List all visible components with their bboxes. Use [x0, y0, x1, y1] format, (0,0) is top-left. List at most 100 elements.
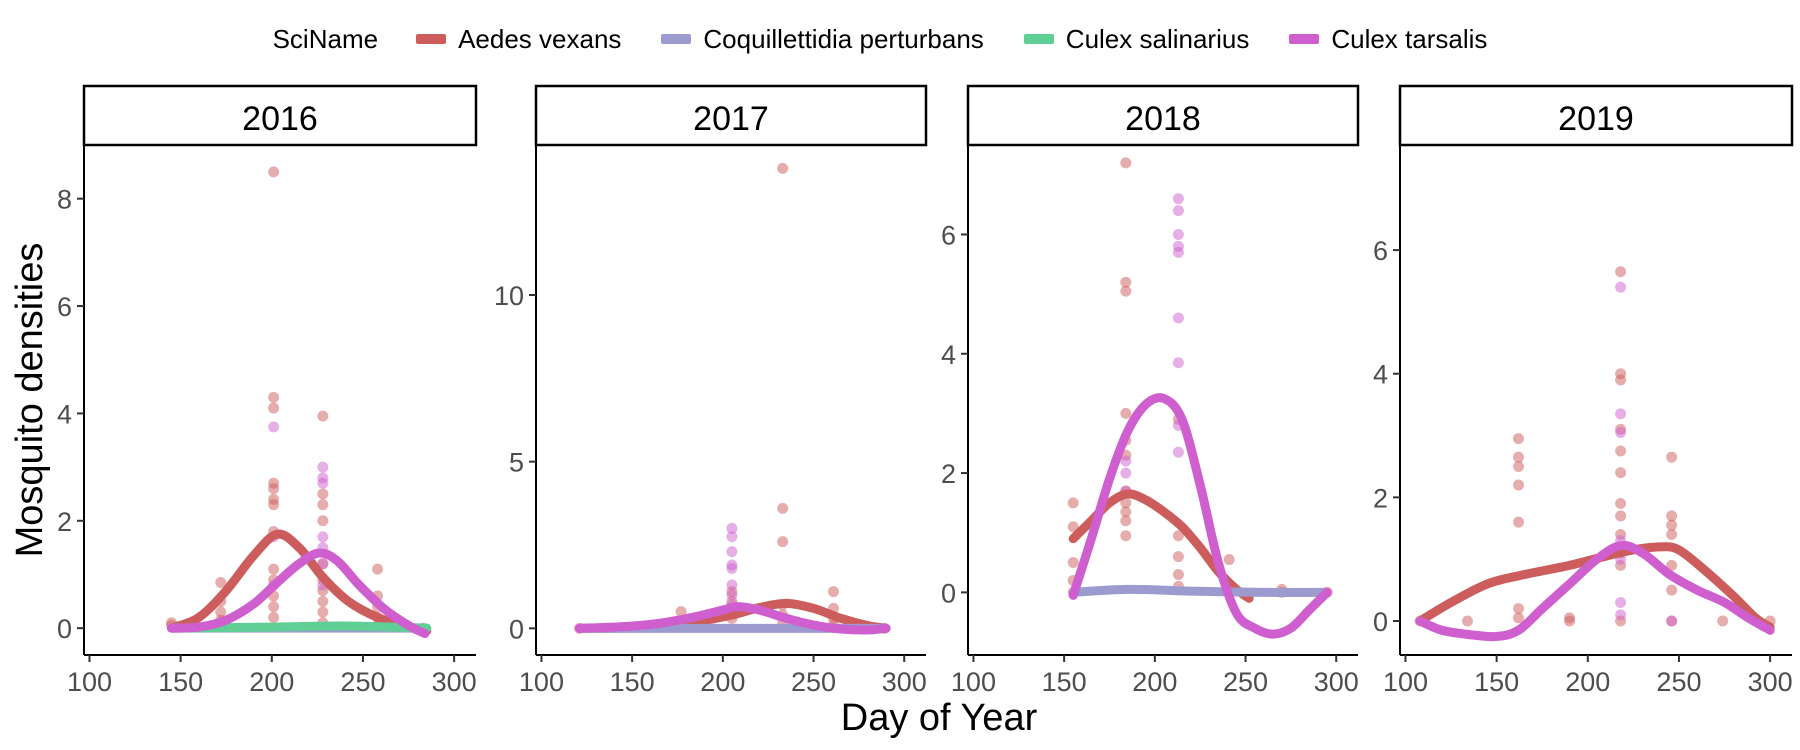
data-point-aedes-vexans	[1615, 266, 1627, 278]
data-point-aedes-vexans	[317, 515, 329, 527]
data-point-aedes-vexans	[1615, 498, 1627, 510]
data-point-aedes-vexans	[1067, 557, 1079, 569]
data-point-aedes-vexans	[1120, 407, 1132, 419]
y-tick-label: 0	[509, 614, 524, 644]
smooth-line-culex-tarsalis	[1068, 393, 1332, 639]
y-tick-label: 5	[509, 448, 524, 478]
data-point-aedes-vexans	[777, 536, 789, 548]
data-point-aedes-vexans	[268, 499, 280, 511]
data-point-aedes-vexans	[1513, 451, 1525, 463]
facet-strip	[82, 84, 478, 147]
legend-label: Aedes vexans	[458, 23, 622, 54]
x-tick-label: 300	[432, 667, 477, 697]
legend-title: SciName	[272, 23, 379, 54]
x-tick-label: 300	[882, 667, 927, 697]
legend-key-coquillettidia-perturbans	[661, 34, 692, 44]
x-tick-label: 150	[610, 667, 655, 697]
facet-strip-label: 2017	[693, 100, 769, 138]
data-point-aedes-vexans	[777, 162, 789, 174]
data-point-aedes-vexans	[268, 483, 280, 495]
x-tick-label: 150	[1042, 667, 1087, 697]
data-point-aedes-vexans	[1513, 603, 1525, 615]
facet-panel-2019: 2019 100 150 200 250 300 0 2 4 6	[1373, 84, 1794, 697]
data-point-aedes-vexans	[1172, 530, 1184, 542]
data-point-aedes-vexans	[268, 391, 280, 403]
data-point-aedes-vexans	[268, 166, 280, 178]
data-point-aedes-vexans	[317, 488, 329, 500]
data-point-culex-tarsalis	[1666, 615, 1678, 627]
data-point-aedes-vexans	[1067, 497, 1079, 509]
legend-label: Coquillettidia perturbans	[703, 23, 984, 54]
y-tick-label: 2	[1373, 483, 1388, 513]
data-point-aedes-vexans	[1615, 467, 1627, 479]
facet-strip-label: 2018	[1125, 100, 1201, 138]
data-point-culex-tarsalis	[1615, 426, 1627, 438]
data-point-aedes-vexans	[1120, 506, 1132, 518]
legend-item-aedes-vexans: Aedes vexans	[416, 24, 621, 55]
x-tick-label: 200	[700, 667, 745, 697]
y-tick-label: 4	[1373, 360, 1388, 390]
smooth-line-culex-tarsalis	[575, 602, 891, 635]
facet-strip	[1398, 84, 1794, 147]
data-point-aedes-vexans	[1564, 615, 1576, 627]
data-point-aedes-vexans	[1120, 530, 1132, 542]
facet-panel-2016: 2016 100 150 200 250 300 0 2 4 6 8	[57, 84, 478, 697]
legend-label: Culex salinarius	[1065, 23, 1250, 54]
data-point-aedes-vexans	[1666, 528, 1678, 540]
data-point-aedes-vexans	[1172, 551, 1184, 563]
data-point-aedes-vexans	[1513, 516, 1525, 528]
data-point-culex-tarsalis	[317, 477, 329, 489]
data-point-aedes-vexans	[827, 586, 839, 598]
x-tick-label: 200	[1565, 667, 1610, 697]
data-point-culex-tarsalis	[1172, 446, 1184, 458]
data-point-aedes-vexans	[1666, 584, 1678, 596]
data-point-aedes-vexans	[268, 402, 280, 414]
data-point-aedes-vexans	[1223, 554, 1235, 566]
data-point-culex-tarsalis	[726, 562, 738, 574]
data-point-aedes-vexans	[1513, 612, 1525, 624]
legend-key-culex-tarsalis	[1289, 34, 1320, 44]
y-tick-label: 10	[494, 281, 524, 311]
data-point-aedes-vexans	[1666, 510, 1678, 522]
data-point-aedes-vexans	[317, 595, 329, 607]
data-point-aedes-vexans	[1067, 521, 1079, 533]
smooth-line-culex-tarsalis	[167, 548, 430, 639]
y-axis-title: Mosquito densities	[9, 243, 51, 558]
x-tick-label: 250	[791, 667, 836, 697]
data-point-aedes-vexans	[1172, 568, 1184, 580]
data-point-aedes-vexans	[1615, 445, 1627, 457]
data-point-aedes-vexans	[268, 601, 280, 613]
data-point-culex-tarsalis	[726, 531, 738, 543]
data-point-aedes-vexans	[1461, 615, 1473, 627]
data-point-aedes-vexans	[777, 502, 789, 514]
y-tick-label: 0	[941, 578, 956, 608]
data-point-aedes-vexans	[1666, 451, 1678, 463]
x-axis-title: Day of Year	[841, 697, 1038, 739]
data-point-culex-tarsalis	[1120, 455, 1132, 467]
smooth-line-culex-tarsalis	[1415, 540, 1775, 642]
data-point-aedes-vexans	[1615, 374, 1627, 386]
legend-key-aedes-vexans	[416, 34, 447, 44]
legend-key-culex-salinarius	[1023, 34, 1054, 44]
x-tick-label: 300	[1748, 667, 1793, 697]
data-point-aedes-vexans	[1120, 285, 1132, 297]
x-tick-label: 250	[1223, 667, 1268, 697]
data-point-culex-tarsalis	[317, 531, 329, 543]
data-point-culex-tarsalis	[317, 461, 329, 473]
data-point-aedes-vexans	[1513, 433, 1525, 445]
data-point-culex-tarsalis	[1615, 408, 1627, 420]
facet-strip-label: 2019	[1558, 100, 1634, 138]
data-point-culex-tarsalis	[726, 589, 738, 601]
x-tick-label: 200	[1132, 667, 1177, 697]
data-point-aedes-vexans	[215, 577, 227, 589]
data-point-aedes-vexans	[372, 563, 384, 575]
x-tick-label: 150	[158, 667, 203, 697]
data-point-culex-tarsalis	[726, 579, 738, 591]
y-tick-label: 6	[57, 292, 72, 322]
legend-item-coquillettidia-perturbans: Coquillettidia perturbans	[661, 23, 984, 55]
data-point-aedes-vexans	[1120, 515, 1132, 527]
facet-strip	[534, 84, 928, 147]
data-point-aedes-vexans	[1120, 276, 1132, 288]
facet-strip-label: 2016	[242, 100, 318, 138]
data-point-culex-tarsalis	[1615, 596, 1627, 608]
